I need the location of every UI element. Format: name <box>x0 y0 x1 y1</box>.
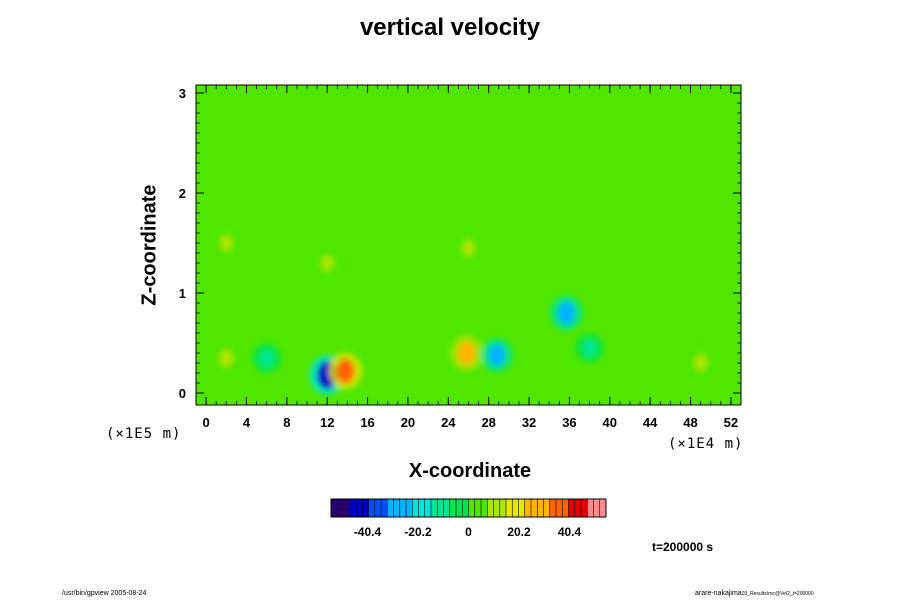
x-tick-label: 24 <box>441 415 456 430</box>
colorbar-swatch <box>349 499 357 517</box>
y-tick-label: 1 <box>179 286 186 301</box>
field-anomaly <box>488 344 505 366</box>
colorbar-tick-label: 20.2 <box>507 525 531 539</box>
colorbar-swatch <box>424 499 432 517</box>
y-axis-label: Z-coordinate <box>138 184 161 306</box>
x-tick-label: 4 <box>243 415 251 430</box>
colorbar-swatch <box>506 499 513 517</box>
colorbar-swatch <box>374 499 382 517</box>
x-tick-label: 44 <box>643 415 658 430</box>
colorbar-swatch <box>431 499 438 517</box>
colorbar-swatch <box>524 499 532 517</box>
colorbar-swatch <box>393 499 401 517</box>
x-tick-label: 52 <box>724 415 738 430</box>
y-tick-label: 0 <box>179 386 186 401</box>
colorbar-swatch <box>487 499 494 517</box>
colorbar-swatch <box>481 499 488 517</box>
colorbar-swatch <box>574 499 582 517</box>
colorbar-swatch <box>449 499 457 517</box>
colorbar-frame <box>330 498 607 518</box>
colorbar-swatch <box>499 499 507 517</box>
field-anomaly <box>694 354 708 372</box>
colorbar-swatch <box>362 499 369 517</box>
colorbar-swatch <box>493 499 501 517</box>
colorbar-tick-label: -20.2 <box>404 525 432 539</box>
x-axis-label: X-coordinate <box>408 460 532 482</box>
y-axis: 0 1 2 3 <box>179 86 741 401</box>
colorbar-swatch <box>518 499 526 517</box>
time-label: t=200000 s <box>652 540 714 554</box>
colorbar-swatch <box>562 499 569 517</box>
footer-author: arare-nakajima03_Results/rnc@Vel2_t=2000… <box>695 590 814 597</box>
colorbar-swatch <box>512 499 519 517</box>
colorbar-swatch <box>556 499 563 517</box>
x-tick-label: 32 <box>522 415 536 430</box>
x-tick-label: 20 <box>401 415 415 430</box>
colorbar-swatch <box>581 499 588 517</box>
x-tick-label: 8 <box>283 415 290 430</box>
colorbar-swatch <box>356 499 363 517</box>
colorbar-swatch <box>368 499 376 517</box>
colorbar-swatch <box>412 499 419 517</box>
field-anomaly <box>220 235 233 251</box>
colorbar-swatch <box>399 499 407 517</box>
plot-area <box>196 85 741 405</box>
chart-title: vertical velocity <box>359 14 541 41</box>
colorbar-swatch <box>549 499 557 517</box>
y-axis-unit: (×1E5 m) <box>106 426 182 442</box>
colorbar-swatch <box>418 499 426 517</box>
colorbar-swatch <box>599 499 607 517</box>
colorbar-tick-label: -40.4 <box>354 525 382 539</box>
x-tick-label: 16 <box>360 415 374 430</box>
x-axis-unit: (×1E4 m) <box>668 436 744 452</box>
field-anomaly <box>457 341 476 365</box>
x-axis: 0 4 8 12 16 20 24 28 32 36 40 44 48 52 <box>195 85 742 430</box>
y-tick-label: 3 <box>179 86 186 101</box>
x-tick-label: 0 <box>202 415 209 430</box>
y-tick-label: 2 <box>179 186 186 201</box>
colorbar-swatch <box>443 499 451 517</box>
colorbar-swatch <box>437 499 444 517</box>
colorbar-swatch <box>387 499 394 517</box>
colorbar-swatch <box>381 499 388 517</box>
x-tick-label: 48 <box>683 415 697 430</box>
field-anomaly <box>219 349 234 367</box>
colorbar-swatch <box>474 499 482 517</box>
field-anomaly <box>336 358 355 384</box>
colorbar-swatch <box>543 499 551 517</box>
colorbar-swatch <box>456 499 463 517</box>
colorbar-tick-label: 40.4 <box>558 525 582 539</box>
footer-command: /usr/bin/gpview 2005-08-24 <box>62 590 147 597</box>
x-tick-label: 36 <box>562 415 576 430</box>
colorbar-swatch <box>331 499 338 517</box>
x-tick-label: 40 <box>603 415 617 430</box>
footer-file-name: 03_Results/rnc@Vel2_t=200000 <box>741 591 814 597</box>
field-anomaly <box>557 301 575 325</box>
colorbar-swatch <box>343 499 351 517</box>
colorbar-swatch <box>587 499 594 517</box>
colorbar-swatch <box>406 499 413 517</box>
colorbar-swatch <box>462 499 469 517</box>
field-anomaly <box>462 240 475 256</box>
colorbar-swatch <box>537 499 544 517</box>
x-tick-label: 12 <box>320 415 334 430</box>
footer-author-name: arare-nakajima <box>695 590 742 597</box>
colorbar-swatch <box>568 499 576 517</box>
x-tick-label: 28 <box>481 415 495 430</box>
field-anomaly <box>583 339 597 357</box>
field-anomaly <box>259 349 274 367</box>
colorbar-tick-label: 0 <box>465 525 472 539</box>
colorbar-swatch <box>531 499 538 517</box>
colorbar: -40.4 -20.2 0 20.2 40.4 <box>330 498 607 539</box>
colorbar-swatch <box>337 499 344 517</box>
colorbar-swatch <box>468 499 476 517</box>
field-anomaly <box>321 255 334 271</box>
colorbar-swatch <box>593 499 601 517</box>
